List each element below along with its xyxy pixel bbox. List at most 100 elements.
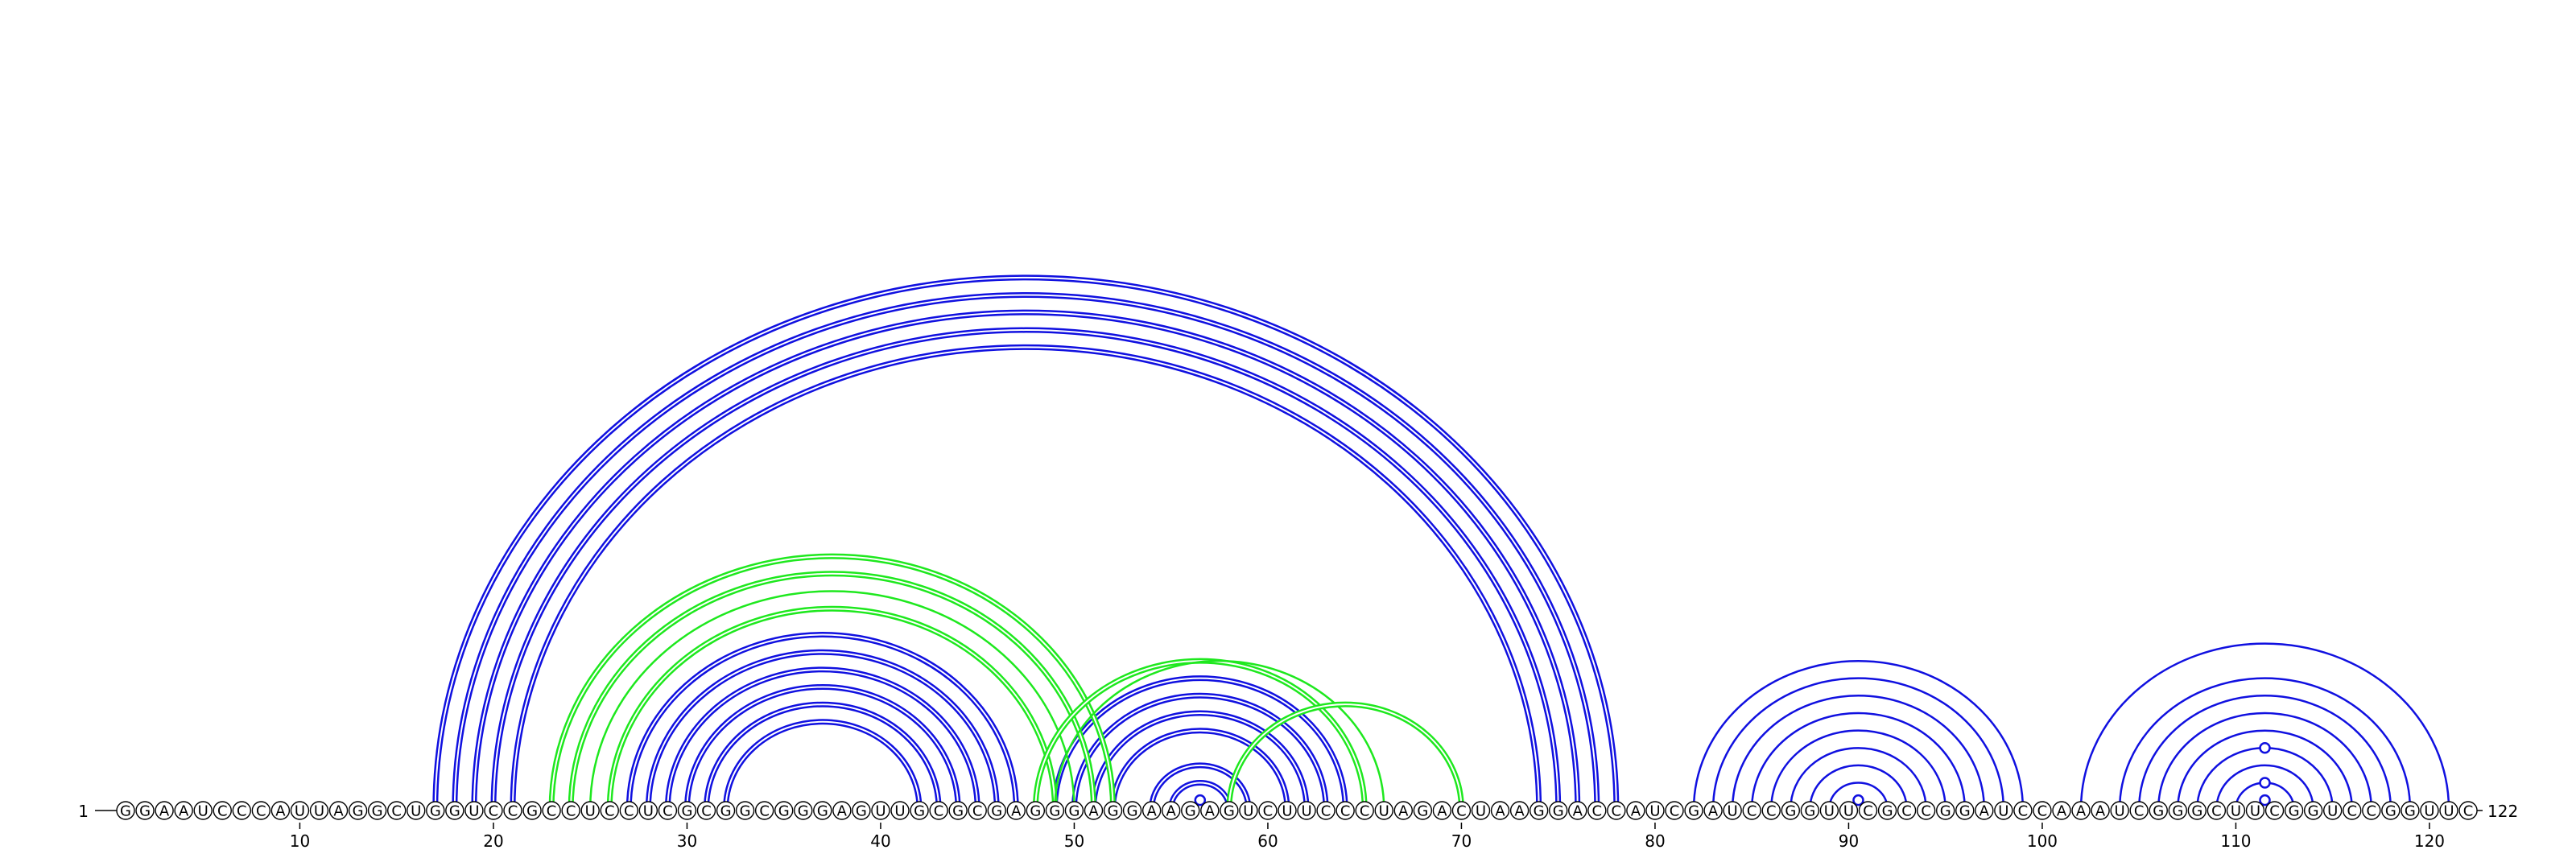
nucleotide-label: C [1612, 803, 1622, 820]
nucleotide-label: C [566, 803, 576, 820]
nucleotide-circle [2110, 801, 2129, 820]
nucleotide-label: U [894, 803, 905, 820]
nucleotide-circle [2052, 801, 2071, 820]
end-position-label: 122 [2487, 802, 2518, 821]
base-pair-arc-48-65 [1032, 658, 1368, 810]
nucleotide-label: U [1728, 803, 1738, 820]
nucleotide-circle [328, 801, 349, 820]
nucleotide-circle [2168, 801, 2188, 820]
nucleotide-circle [270, 801, 291, 820]
base-pair-arc-gap-31-43 [705, 703, 940, 810]
nucleotide-circle [2439, 801, 2458, 820]
nucleotide-circle [2284, 801, 2304, 820]
nucleotide-circle [1935, 801, 1955, 820]
nucleotide-circle [445, 801, 464, 820]
nucleotide-label: A [159, 803, 170, 820]
nucleotide-label: C [759, 803, 770, 820]
nucleotide-circle [1975, 801, 1994, 820]
nucleotide-label: G [1417, 803, 1428, 820]
nucleotide-label: G [1030, 803, 1041, 820]
base-pair-arc-gap-26-49 [609, 608, 1056, 810]
nucleotide-label: C [2018, 803, 2029, 820]
nucleotide-circle [2303, 801, 2323, 820]
base-pair-arc-83-98 [1711, 677, 2005, 810]
base-pair-arc-gap-27-47 [628, 633, 1018, 810]
nucleotide-circle [987, 801, 1006, 820]
nucleotide-label: C [663, 803, 673, 820]
base-pair-arc-gap-20-75 [492, 328, 1559, 810]
nucleotide-circle [677, 801, 697, 820]
nucleotide-label: C [1263, 803, 1274, 820]
tick-label: 50 [1064, 831, 1084, 851]
nucleotide-label: G [1959, 803, 1971, 820]
nucleotide-circle [193, 801, 213, 820]
nucleotide-circle [1781, 801, 1801, 820]
nucleotide-label: G [2153, 803, 2164, 820]
nucleotide-circle [367, 801, 387, 820]
nucleotide-circle [2129, 801, 2149, 820]
nucleotide-circle [2458, 801, 2478, 820]
nucleotide-circle [251, 801, 271, 820]
nucleotide-label: G [681, 803, 692, 820]
nucleotide-label: G [2405, 803, 2416, 820]
base-pair-arc-gap-18-77 [453, 294, 1598, 810]
nucleotide-circle [1393, 801, 1414, 820]
base-pair-arc-82-99 [1692, 659, 2025, 810]
nucleotide-circle [2343, 801, 2362, 820]
nucleotide-label: U [585, 803, 596, 820]
nucleotide-circle [2420, 801, 2439, 820]
nucleotide-label: U [295, 803, 305, 820]
nucleotide-circle [1026, 801, 1046, 820]
nucleotide-circle [1161, 801, 1181, 820]
base-pair-arc-107-116 [2177, 729, 2353, 810]
nucleotide-label: U [2115, 803, 2125, 820]
nucleotide-circle [754, 801, 774, 820]
nucleotide-label: A [275, 803, 286, 820]
nucleotide-label: C [1592, 803, 1603, 820]
nucleotide-circle [852, 801, 871, 820]
nucleotide-label: U [1243, 803, 1253, 820]
nucleotide-circle [1471, 801, 1491, 820]
nucleotide-label: G [2308, 803, 2319, 820]
nucleotide-circle [1607, 801, 1626, 820]
base-pair-arc-109-114 [2215, 764, 2314, 810]
nucleotide-label: G [2289, 803, 2300, 820]
nucleotide-label: A [1979, 803, 1990, 820]
nucleotide-label: C [1340, 803, 1351, 820]
base-pair-arc-25-50 [588, 590, 1075, 810]
tick-label: 10 [290, 831, 310, 851]
base-pair-arc-gap-48-65 [1034, 660, 1366, 810]
nucleotide-circle [716, 801, 736, 820]
nucleotide-label: G [526, 803, 538, 820]
nucleotide-circle [1374, 801, 1393, 820]
nucleotide-label: G [1688, 803, 1699, 820]
nucleotide-label: G [1127, 803, 1138, 820]
nucleotide-label: G [120, 803, 131, 820]
nucleotide-label: C [1901, 803, 1912, 820]
nucleotide-circle [1568, 801, 1587, 820]
tick-label: 30 [677, 831, 697, 851]
base-pair-arc-89-92 [1828, 782, 1889, 810]
nucleotide-circle [968, 801, 987, 820]
base-pair-arc-20-75 [490, 327, 1562, 810]
nucleotide-label: G [1108, 803, 1119, 820]
nucleotide-label: C [256, 803, 266, 820]
nucleotide-label: A [1514, 803, 1525, 820]
nucleotide-label: G [856, 803, 867, 820]
nucleotide-label: G [1804, 803, 1815, 820]
nucleotide-label: A [179, 803, 189, 820]
nucleotide-label: C [1360, 803, 1370, 820]
base-pair-arc-gap-30-44 [686, 686, 960, 810]
nucleotide-label: C [508, 803, 518, 820]
nucleotide-circle [619, 801, 638, 820]
nucleotide-label: A [2057, 803, 2067, 820]
nucleotide-label: G [139, 803, 151, 820]
base-pair-arc-26-49 [606, 605, 1058, 810]
loop-marker [2259, 777, 2271, 789]
nucleotide-label: G [1049, 803, 1060, 820]
nucleotide-circle [1665, 801, 1684, 820]
nucleotide-circle [929, 801, 948, 820]
base-pair-arc-106-117 [2157, 712, 2373, 810]
